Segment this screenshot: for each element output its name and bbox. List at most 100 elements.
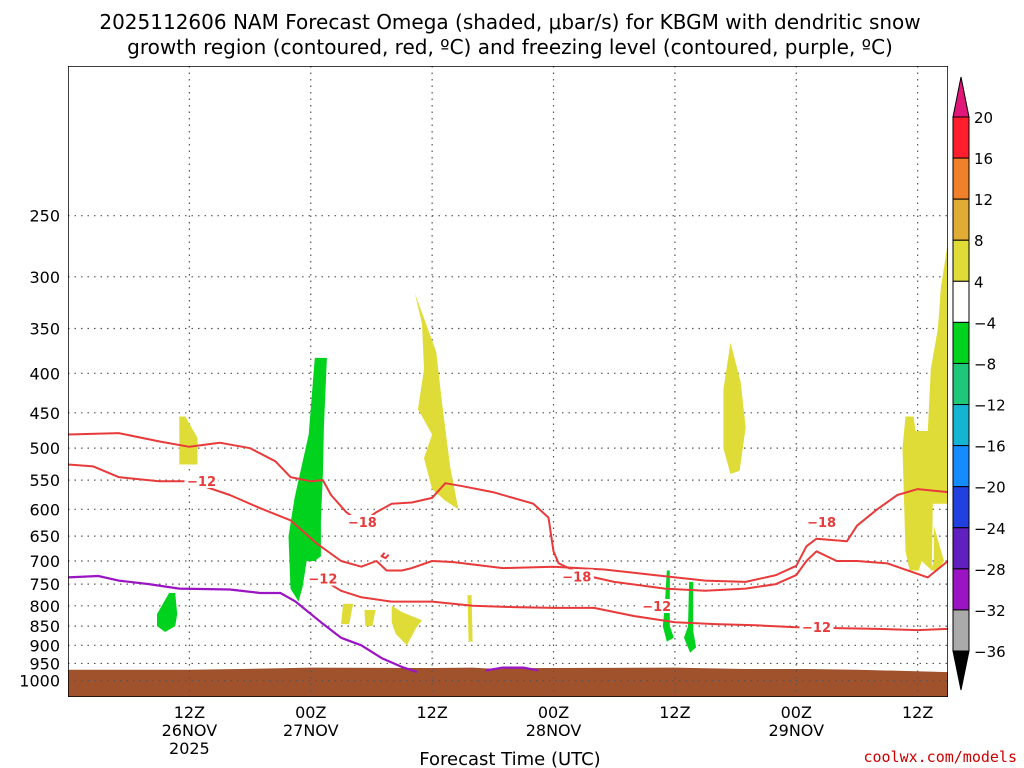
colorbar-label-3: 8 bbox=[974, 232, 984, 250]
y-tick-600: 600 bbox=[29, 500, 60, 519]
plot-background bbox=[68, 66, 948, 697]
x-tick-0-line-2: 2025 bbox=[169, 739, 210, 758]
colorbar-label-0: 20 bbox=[974, 109, 993, 127]
omega-region-5 bbox=[467, 595, 473, 642]
y-tick-550: 550 bbox=[29, 471, 60, 490]
colorbar-segment-0 bbox=[952, 116, 970, 159]
y-tick-500: 500 bbox=[29, 439, 60, 458]
colorbar-label-6: −8 bbox=[974, 355, 996, 373]
colorbar-segment-6 bbox=[952, 362, 970, 406]
colorbar-bottom-arrow bbox=[952, 650, 970, 691]
colorbar-segment-7 bbox=[952, 404, 970, 447]
dgz-contour-0 bbox=[68, 463, 948, 583]
colorbar: 20 16 12 8 4 −4 −8 −12 −16 −20 −24 −28 −32 −36 bbox=[952, 76, 1006, 691]
omega-region-0 bbox=[179, 416, 198, 465]
contour-label-0: −12 bbox=[187, 475, 216, 490]
omega-region-9 bbox=[937, 241, 948, 378]
omega-region-13 bbox=[684, 581, 697, 653]
dgz-contours bbox=[68, 432, 948, 632]
x-tick-48-line-0: 12Z bbox=[659, 703, 690, 722]
y-tick-450: 450 bbox=[29, 404, 60, 423]
y-tick-900: 900 bbox=[29, 636, 60, 655]
contour-label-3: −18 bbox=[562, 570, 591, 585]
x-tick-36-line-1: 28NOV bbox=[526, 721, 582, 740]
y-tick-400: 400 bbox=[29, 364, 60, 383]
omega-region-8 bbox=[930, 525, 944, 571]
dgz-contour-1 bbox=[68, 432, 948, 592]
omega-region-1 bbox=[414, 293, 459, 510]
x-tick-36-line-0: 00Z bbox=[538, 703, 569, 722]
contour-label-6: −12 bbox=[802, 621, 831, 636]
contour-label-5: −18 bbox=[807, 516, 836, 531]
colorbar-segment-3 bbox=[952, 239, 970, 282]
y-tick-250: 250 bbox=[29, 207, 60, 226]
colorbar-label-2: 12 bbox=[974, 191, 993, 209]
y-axis-tick-labels: 2503003504004505005506006507007508008509… bbox=[19, 207, 60, 691]
colorbar-label-8: −16 bbox=[974, 438, 1006, 456]
colorbar-top-arrow bbox=[952, 76, 970, 118]
colorbar-label-13: −36 bbox=[974, 643, 1006, 661]
y-tick-950: 950 bbox=[29, 654, 60, 673]
freezing-contour-0 bbox=[68, 574, 418, 674]
colorbar-label-9: −20 bbox=[974, 479, 1006, 497]
colorbar-label-11: −28 bbox=[974, 561, 1006, 579]
chart-title-line-2: growth region (contoured, red, ºC) and f… bbox=[127, 35, 893, 59]
omega-region-11 bbox=[157, 593, 178, 632]
contour-label-bg-4 bbox=[639, 599, 674, 614]
colorbar-segment-10 bbox=[952, 527, 970, 570]
colorbar-label-7: −12 bbox=[974, 397, 1006, 415]
y-tick-700: 700 bbox=[29, 552, 60, 571]
omega-region-3 bbox=[364, 610, 376, 627]
colorbar-segment-5 bbox=[952, 321, 970, 364]
contour-label-2: −12 bbox=[308, 573, 337, 588]
contour-label-bg-2 bbox=[305, 571, 340, 586]
dgz-contour-2 bbox=[320, 577, 948, 632]
colorbar-label-4: 4 bbox=[974, 273, 984, 291]
contour-label-bg-5 bbox=[804, 514, 839, 529]
omega-region-6 bbox=[723, 342, 746, 474]
freezing-contour-1 bbox=[485, 666, 539, 672]
colorbar-segment-4 bbox=[952, 280, 970, 323]
ground-surface bbox=[68, 667, 948, 697]
contour-labels: −12 −18 −12 −18 −12 −18 −12 bbox=[184, 473, 839, 636]
x-tick-72-line-0: 12Z bbox=[902, 703, 933, 722]
colorbar-segment-9 bbox=[952, 486, 970, 529]
colorbar-segment-1 bbox=[952, 157, 970, 200]
contour-label-4: −12 bbox=[642, 600, 671, 615]
y-tick-300: 300 bbox=[29, 268, 60, 287]
colorbar-segment-2 bbox=[952, 198, 970, 241]
colorbar-segment-12 bbox=[952, 609, 970, 652]
y-tick-650: 650 bbox=[29, 527, 60, 546]
x-axis-label: Forecast Time (UTC) bbox=[419, 749, 600, 768]
colorbar-label-5: −4 bbox=[974, 314, 996, 332]
colorbar-segment-8 bbox=[952, 445, 970, 488]
chart-title-line-1: 2025112606 NAM Forecast Omega (shaded, μ… bbox=[99, 10, 920, 34]
colorbar-label-10: −24 bbox=[974, 520, 1006, 538]
y-tick-1000: 1000 bbox=[19, 672, 60, 691]
contour-label-bg-1 bbox=[345, 514, 380, 529]
credit-text: coolwx.com/models bbox=[863, 748, 1017, 766]
x-tick-60-line-1: 29NOV bbox=[768, 721, 824, 740]
y-tick-850: 850 bbox=[29, 617, 60, 636]
y-tick-750: 750 bbox=[29, 575, 60, 594]
contour-label-bg-3 bbox=[559, 569, 594, 584]
colorbar-label-12: −32 bbox=[974, 602, 1006, 620]
x-tick-12-line-0: 00Z bbox=[295, 703, 326, 722]
y-tick-350: 350 bbox=[29, 320, 60, 339]
gridlines bbox=[68, 66, 948, 697]
contour-label-1: −18 bbox=[348, 516, 377, 531]
omega-region-7 bbox=[902, 328, 948, 571]
x-tick-0-line-0: 12Z bbox=[174, 703, 205, 722]
x-tick-60-line-0: 00Z bbox=[781, 703, 812, 722]
plot-area: −12 −18 −12 −18 −12 −18 −12 bbox=[68, 66, 948, 697]
x-tick-12-line-1: 27NOV bbox=[283, 721, 339, 740]
omega-region-2 bbox=[341, 603, 354, 625]
omega-region-4 bbox=[391, 605, 422, 646]
x-tick-0-line-1: 26NOV bbox=[162, 721, 218, 740]
dgz-contour-3 bbox=[380, 552, 390, 560]
y-tick-800: 800 bbox=[29, 597, 60, 616]
colorbar-segment-11 bbox=[952, 568, 970, 611]
x-tick-24-line-0: 12Z bbox=[416, 703, 447, 722]
